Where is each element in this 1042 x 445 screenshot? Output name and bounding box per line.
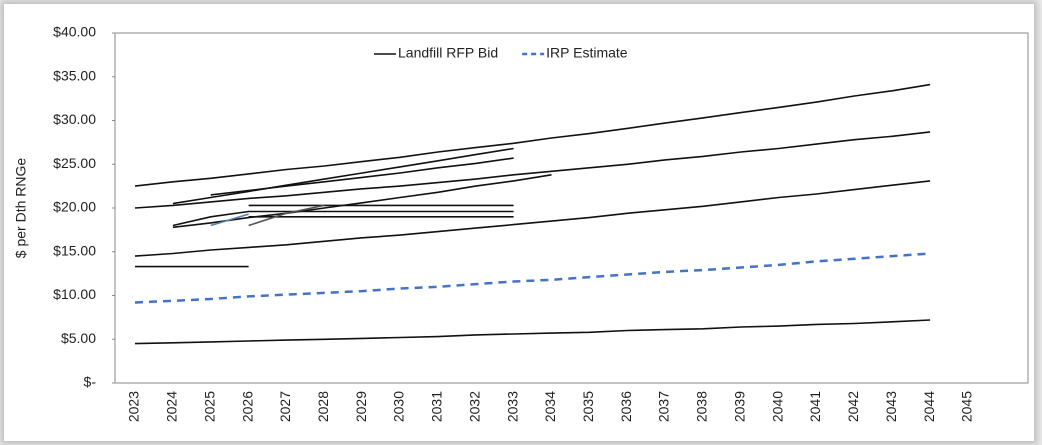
x-tick-label: 2026 — [239, 391, 255, 422]
series-line — [134, 319, 931, 345]
y-tick-label: $15.00 — [53, 242, 96, 258]
x-tick-label: 2024 — [164, 391, 180, 422]
series-line — [172, 210, 514, 227]
x-tick-label: 2023 — [126, 391, 142, 422]
x-tick-label: 2042 — [845, 391, 861, 422]
series-line — [134, 83, 931, 187]
x-tick-label: 2036 — [618, 391, 634, 422]
x-tick-label: 2032 — [466, 391, 482, 422]
y-tick-label: $35.00 — [53, 67, 96, 83]
series-line — [210, 157, 514, 196]
y-axis-title: $ per Dth RNGe — [13, 158, 29, 259]
y-tick-label: $30.00 — [53, 111, 96, 127]
x-tick-label: 2033 — [504, 391, 520, 422]
series-line — [248, 204, 325, 227]
y-tick-label: $10.00 — [53, 286, 96, 302]
legend-label: Landfill RFP Bid — [398, 45, 498, 61]
x-tick-label: 2034 — [542, 391, 558, 422]
x-tick-label: 2025 — [201, 391, 217, 422]
series-line — [134, 180, 931, 257]
y-tick-label: $25.00 — [53, 155, 96, 171]
x-tick-label: 2044 — [921, 391, 937, 422]
x-tick-label: 2040 — [769, 391, 785, 422]
series-line — [134, 252, 931, 304]
series-line — [172, 147, 514, 205]
y-tick-label: $- — [84, 374, 97, 390]
x-tick-label: 2031 — [429, 391, 445, 422]
series-line — [134, 131, 931, 209]
series-line — [172, 174, 552, 229]
y-tick-label: $20.00 — [53, 199, 96, 215]
legend-label: IRP Estimate — [546, 45, 628, 61]
x-tick-label: 2029 — [353, 391, 369, 422]
x-tick-label: 2028 — [315, 391, 331, 422]
x-tick-label: 2045 — [959, 391, 975, 422]
x-tick-label: 2027 — [277, 391, 293, 422]
x-tick-label: 2035 — [580, 391, 596, 422]
chart: $ per Dth RNGe $- $5.00 $10.00 $15.00 $20.00… — [13, 24, 1029, 422]
x-tick-label: 2039 — [731, 391, 747, 422]
x-tick-label: 2043 — [883, 391, 899, 422]
x-tick-label: 2030 — [391, 391, 407, 422]
x-tick-label: 2037 — [656, 391, 672, 422]
y-tick-label: $40.00 — [53, 24, 96, 40]
x-tick-label: 2041 — [807, 391, 823, 422]
plot-area — [114, 32, 1029, 384]
y-tick-label: $5.00 — [61, 330, 96, 346]
frame: $ per Dth RNGe $- $5.00 $10.00 $15.00 $20.00… — [4, 4, 1034, 441]
x-tick-label: 2038 — [694, 391, 710, 422]
series-line — [210, 213, 249, 227]
